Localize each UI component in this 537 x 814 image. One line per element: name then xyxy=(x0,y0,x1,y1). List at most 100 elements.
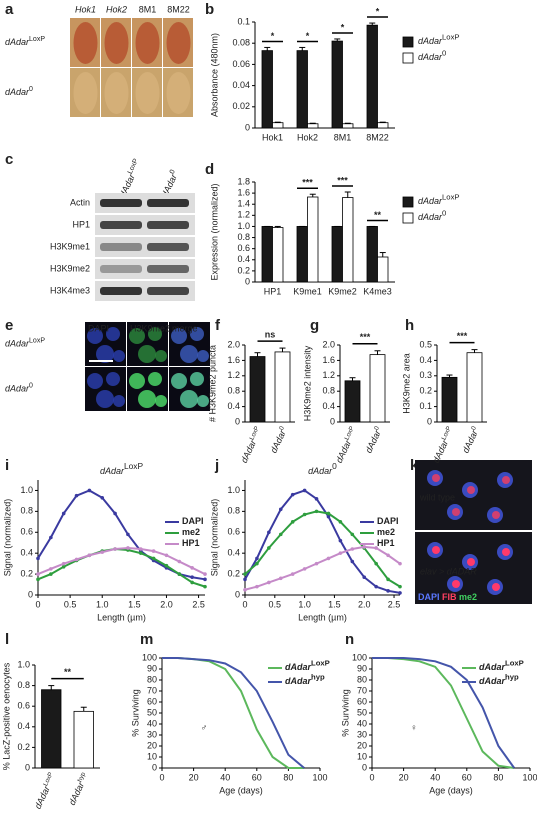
legend-swatch xyxy=(402,52,414,64)
blot xyxy=(95,215,195,235)
y-tick-label: 0.6 xyxy=(20,527,33,537)
y-tick-label: 0 xyxy=(427,416,432,426)
point xyxy=(151,556,156,561)
y-tick-label: 0 xyxy=(362,762,367,772)
y-tick-label: 0.4 xyxy=(237,254,250,264)
x-tick-label: K9me1 xyxy=(293,286,322,296)
y-tick-label: 0.1 xyxy=(237,16,250,26)
point xyxy=(398,591,402,595)
legend-label-sup: hyp xyxy=(311,673,325,682)
point xyxy=(350,532,355,537)
legend-label: dAdar0 xyxy=(418,49,446,63)
y-axis-title: % Surviving xyxy=(130,689,140,737)
bar xyxy=(296,226,308,283)
bar xyxy=(73,710,94,769)
y-tick-label: 0.3 xyxy=(419,370,432,380)
nucleus xyxy=(197,350,209,362)
point xyxy=(36,577,40,582)
x-tick-label-main: dAdar xyxy=(33,784,53,811)
row-label-sup: LoxP xyxy=(29,337,45,344)
legend-swatch xyxy=(402,36,414,48)
nucleolus xyxy=(502,548,510,556)
significance: ** xyxy=(374,210,382,220)
y-tick-label: 0.1 xyxy=(419,401,432,411)
x-tick-label: 0 xyxy=(35,599,40,609)
point xyxy=(374,546,378,550)
y-tick-label: 60 xyxy=(357,696,367,706)
x-tick-label-sup: LoxP xyxy=(440,425,452,441)
band xyxy=(100,199,142,207)
y-tick-label: 0.8 xyxy=(227,506,240,516)
y-tick-label: 0 xyxy=(235,589,240,599)
chart-title-main: dAdar xyxy=(308,466,333,476)
point xyxy=(243,572,247,576)
bar xyxy=(344,380,361,423)
panel-label: h xyxy=(405,317,414,334)
row-label: dAdarLoxP xyxy=(5,36,45,48)
legend-swatch xyxy=(402,212,414,224)
y-tick-label: 1.4 xyxy=(237,199,250,209)
series-line xyxy=(162,657,305,769)
photo-tissue xyxy=(104,72,129,114)
nucleus xyxy=(190,372,204,386)
nucleus xyxy=(180,390,198,408)
y-tick-label: 80 xyxy=(147,674,157,684)
legend-swatch xyxy=(402,196,414,208)
nucleolus xyxy=(492,511,500,519)
band xyxy=(147,265,189,273)
point xyxy=(326,511,331,516)
legend-label-main: DAPI xyxy=(377,516,399,526)
row-label-sup: 0 xyxy=(29,382,33,389)
nucleus xyxy=(155,350,167,362)
nucleolus xyxy=(432,546,440,554)
panel-label: f xyxy=(215,317,221,334)
band xyxy=(100,221,142,229)
point xyxy=(113,547,117,551)
y-tick-label: 0 xyxy=(235,416,240,426)
point xyxy=(255,584,259,589)
panel-label: g xyxy=(310,317,319,334)
point xyxy=(36,572,40,576)
point xyxy=(87,553,92,558)
y-tick-label: 1.2 xyxy=(322,370,335,380)
nucleus xyxy=(129,373,145,389)
point xyxy=(267,546,271,550)
series-line xyxy=(37,546,206,576)
point xyxy=(126,546,130,550)
row-label: dAdar0 xyxy=(5,382,33,394)
point xyxy=(326,514,331,519)
point xyxy=(113,511,117,516)
y-axis-title: % LacZ-positive oenocytes xyxy=(1,662,11,770)
y-tick-label: 2.0 xyxy=(322,339,335,349)
y-tick-label: 0.5 xyxy=(419,339,432,349)
band xyxy=(147,221,189,229)
y-tick-label: 0.4 xyxy=(419,355,432,365)
chart-title-main: dAdar xyxy=(100,466,125,476)
point xyxy=(243,587,247,592)
legend-label: dAdarhyp xyxy=(285,673,325,687)
bar xyxy=(466,352,483,423)
legend-label-sup: 0 xyxy=(442,209,446,218)
x-tick-label: K4me3 xyxy=(363,286,392,296)
y-tick-label: 100 xyxy=(142,652,157,662)
y-axis-title: Signal (normalized) xyxy=(209,499,219,577)
bar xyxy=(441,376,458,423)
y-tick-label: 1.6 xyxy=(237,187,250,197)
y-tick-label: 0 xyxy=(245,122,250,132)
x-tick-label-main: dAdar xyxy=(239,438,259,465)
sex-symbol: ♂ xyxy=(201,722,208,732)
legend-label-sup: LoxP xyxy=(311,659,330,668)
point xyxy=(338,538,343,543)
x-tick-label: 0 xyxy=(159,772,164,782)
y-tick-label: 0 xyxy=(245,276,250,286)
point xyxy=(36,556,40,561)
x-tick-label: 40 xyxy=(220,772,230,782)
point xyxy=(362,575,367,580)
x-axis-title: Length (µm) xyxy=(298,612,347,622)
point xyxy=(74,557,79,562)
x-tick-label: dAdarLoxP xyxy=(333,425,359,465)
x-tick-label: 8M1 xyxy=(334,132,352,142)
x-tick-label: 20 xyxy=(189,772,199,782)
y-tick-label: 60 xyxy=(147,696,157,706)
x-tick-label: 0.5 xyxy=(64,599,77,609)
